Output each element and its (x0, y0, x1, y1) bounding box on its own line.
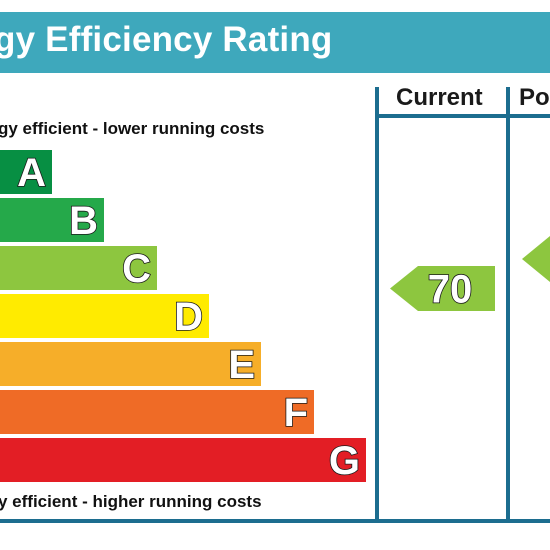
band-letter-g: G (329, 439, 360, 483)
band-letter-d: D (174, 295, 203, 339)
header-underline-current (375, 114, 510, 118)
band-letter-f: F (284, 391, 308, 435)
current-rating-value: 70 (428, 268, 473, 312)
band-letter-b: B (69, 199, 98, 243)
band-d (0, 294, 209, 338)
band-letter-e: E (228, 343, 255, 387)
band-letter-c: C (122, 247, 151, 291)
divider-right (506, 87, 510, 523)
title-bar: gy Efficiency Rating (0, 12, 550, 73)
caption-top: gy efficient - lower running costs (0, 119, 265, 138)
header-underline-potential (506, 114, 550, 118)
divider-left (375, 87, 379, 523)
column-header-potential: Po (519, 84, 550, 111)
band-e (0, 342, 261, 386)
band-g (0, 438, 366, 482)
chart-title: gy Efficiency Rating (0, 20, 333, 59)
band-f (0, 390, 314, 434)
band-a (0, 150, 52, 194)
column-header-current: Current (396, 84, 483, 111)
current-rating-arrow (390, 266, 495, 311)
frame-bottom (0, 519, 550, 523)
potential-rating-arrow (522, 236, 550, 282)
caption-bottom: y efficient - higher running costs (0, 492, 262, 511)
band-c (0, 246, 157, 290)
band-b (0, 198, 104, 242)
band-letter-a: A (17, 151, 46, 195)
